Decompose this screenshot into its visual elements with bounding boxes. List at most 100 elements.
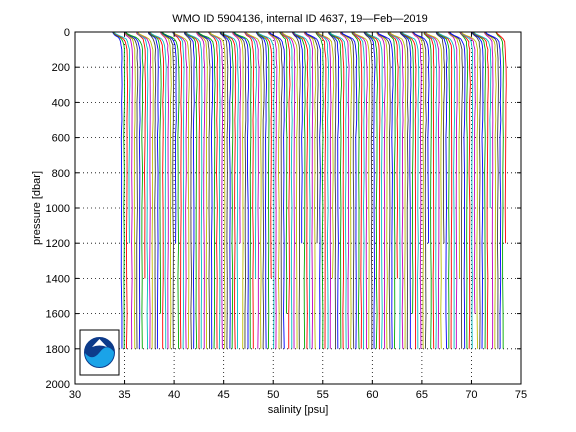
salinity-profile-line xyxy=(376,31,391,349)
salinity-profile-line xyxy=(137,31,152,349)
salinity-profile-line xyxy=(232,31,244,349)
salinity-profile-line xyxy=(268,31,285,349)
salinity-profile-line xyxy=(232,31,242,244)
y-tick-label: 200 xyxy=(52,62,70,74)
x-tick-label: 75 xyxy=(515,389,527,401)
salinity-profile-line xyxy=(485,31,502,349)
logo-bird-shape xyxy=(92,339,107,347)
x-tick-label: 30 xyxy=(69,389,81,401)
salinity-profile-line xyxy=(185,31,203,349)
x-tick-label: 70 xyxy=(465,389,477,401)
salinity-profile-line xyxy=(341,31,358,349)
y-tick-label: 2000 xyxy=(46,379,70,391)
salinity-profile-line xyxy=(400,31,412,349)
salinity-profile-line xyxy=(495,31,507,244)
salinity-profile-line xyxy=(423,31,432,349)
salinity-profile-line xyxy=(460,31,476,314)
salinity-profile-line xyxy=(483,31,494,349)
chart-title: WMO ID 5904136, internal ID 4637, 19—Feb… xyxy=(172,13,428,25)
salinity-profile-line xyxy=(387,31,396,349)
x-tick-label: 55 xyxy=(317,389,329,401)
salinity-profile-line xyxy=(221,31,239,349)
salinity-profile-line xyxy=(233,31,247,349)
salinity-profile-line xyxy=(172,31,185,349)
salinity-profile-line xyxy=(161,31,180,349)
salinity-profile-line xyxy=(219,31,232,349)
salinity-profile-line xyxy=(364,31,381,349)
salinity-profile-line xyxy=(365,31,383,349)
y-tick-label: 1400 xyxy=(46,273,70,285)
salinity-profile-line xyxy=(328,31,342,349)
y-axis-label: pressure [dbar] xyxy=(31,171,43,245)
salinity-profile-line xyxy=(196,31,208,349)
salinity-profile-line xyxy=(124,31,136,349)
salinity-profile-line xyxy=(208,31,224,349)
salinity-profile-line xyxy=(351,31,363,349)
y-tick-label: 0 xyxy=(64,27,70,39)
salinity-profile-line xyxy=(411,31,425,349)
salinity-profile-line xyxy=(208,31,218,349)
salinity-profile-line xyxy=(220,31,234,349)
salinity-profile-line xyxy=(267,31,278,349)
y-axis-ticks: 0 200 400 600 800 1000 1200 1400 1600 1800 2000 xyxy=(46,27,521,391)
salinity-profile-line xyxy=(256,31,270,349)
x-tick-label: 60 xyxy=(366,389,378,401)
salinity-profile-line xyxy=(484,31,497,349)
salinity-profile-line xyxy=(316,31,332,349)
salinity-profile-line xyxy=(340,31,353,349)
salinity-profile-line xyxy=(123,31,134,349)
salinity-profile-line xyxy=(233,31,252,349)
salinity-profile-line xyxy=(448,31,463,349)
salinity-profile-line xyxy=(388,31,404,349)
salinity-profile-line xyxy=(400,31,414,314)
salinity-profile-line xyxy=(219,31,229,349)
y-tick-label: 800 xyxy=(52,168,70,180)
salinity-profile-line xyxy=(256,31,273,279)
salinity-profile-line xyxy=(376,31,386,349)
salinity-profile-line xyxy=(327,31,337,349)
salinity-profile-line xyxy=(171,31,182,349)
salinity-profile-line xyxy=(185,31,200,349)
salinity-profile-line xyxy=(209,31,226,349)
salinity-profile-line xyxy=(160,31,175,349)
salinity-profile-line xyxy=(376,31,389,349)
salinity-profile-line xyxy=(148,31,159,349)
salinity-profile-line xyxy=(161,31,177,244)
salinity-profile-line xyxy=(364,31,378,349)
salinity-profile-line xyxy=(293,31,311,349)
salinity-profile-line xyxy=(437,31,456,349)
salinity-profile-line xyxy=(315,31,324,349)
salinity-profile-line xyxy=(184,31,193,349)
salinity-profile-line xyxy=(244,31,257,279)
salinity-profile-line xyxy=(399,31,409,349)
salinity-profile-line xyxy=(363,31,373,349)
salinity-profile-line xyxy=(340,31,355,349)
salinity-profile-line xyxy=(472,31,487,349)
salinity-profile-line xyxy=(137,31,154,349)
salinity-profile-line xyxy=(448,31,461,279)
salinity-profile-line xyxy=(460,31,479,349)
salinity-profile-line xyxy=(317,31,335,279)
salinity-profile-line xyxy=(484,31,499,349)
salinity-profile-line xyxy=(245,31,262,349)
salinity-profile-line xyxy=(197,31,216,349)
y-tick-label: 1200 xyxy=(46,238,70,250)
salinity-profile-line xyxy=(148,31,162,314)
salinity-profile-line xyxy=(471,31,481,349)
salinity-profile-line xyxy=(339,31,350,349)
salinity-profile-line xyxy=(412,31,430,244)
salinity-profile-line xyxy=(172,31,188,349)
salinity-profile-line xyxy=(389,31,407,349)
logo-upper-wave xyxy=(84,337,115,358)
x-axis-ticks: 30 35 40 45 50 55 60 65 70 75 xyxy=(69,32,527,401)
salinity-profile-line xyxy=(196,31,206,349)
salinity-profile-line xyxy=(136,31,146,279)
salinity-profile-line xyxy=(304,31,319,244)
salinity-profile-line xyxy=(208,31,221,349)
salinity-profile-line xyxy=(473,31,489,349)
salinity-profile-line xyxy=(268,31,280,349)
salinity-profile-line xyxy=(113,31,129,349)
salinity-profile-line xyxy=(125,31,144,349)
y-tick-label: 1800 xyxy=(46,344,70,356)
